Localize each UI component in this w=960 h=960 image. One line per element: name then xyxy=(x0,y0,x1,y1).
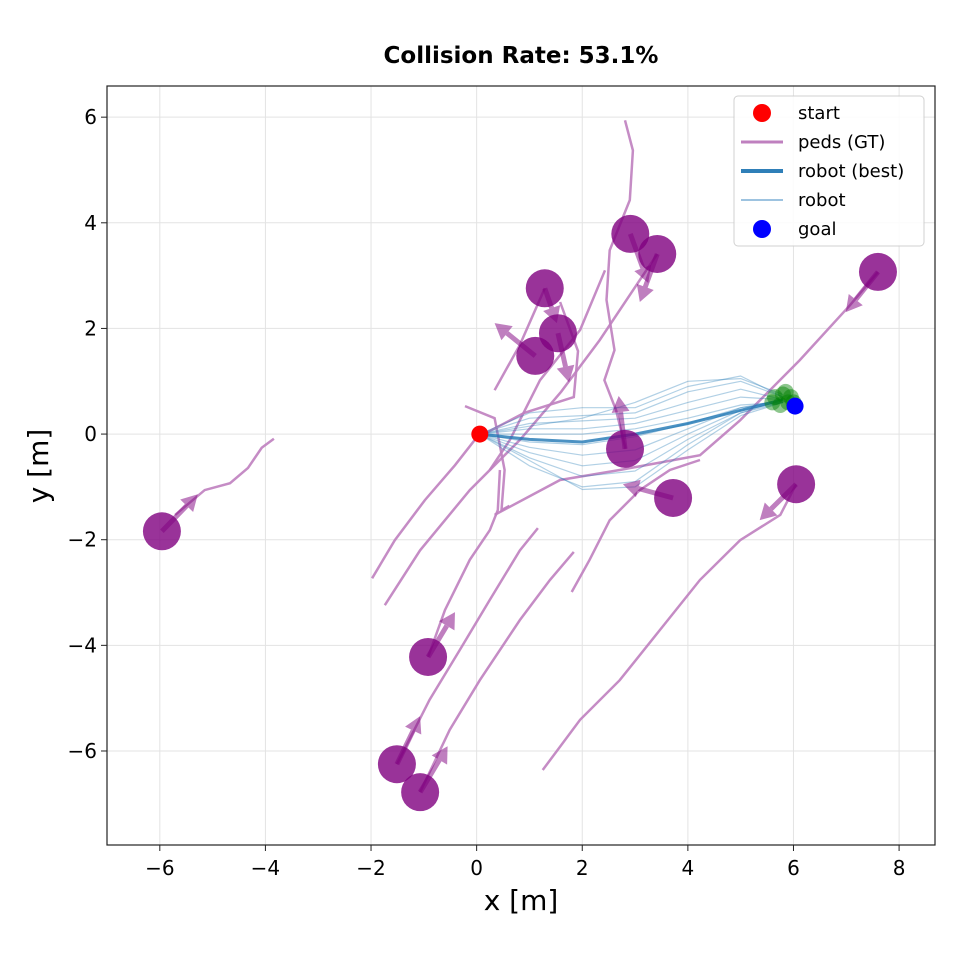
x-tick-label: −2 xyxy=(356,856,385,880)
y-tick-label: −4 xyxy=(68,633,97,657)
chart-title: Collision Rate: 53.1% xyxy=(384,43,659,69)
y-tick-label: 2 xyxy=(84,316,97,340)
ped-trajectory xyxy=(371,435,479,579)
robot-endpoint xyxy=(777,383,794,400)
y-tick-label: −2 xyxy=(68,528,97,552)
ped-heading-arrow xyxy=(637,486,674,501)
start-marker xyxy=(471,425,489,443)
y-tick-label: 4 xyxy=(84,211,97,235)
ped-heading-arrowhead xyxy=(405,716,422,735)
legend-label: start xyxy=(798,103,840,124)
legend-box xyxy=(733,95,925,247)
ped-heading-arrowhead xyxy=(622,479,641,498)
x-tick-label: 2 xyxy=(576,856,589,880)
legend-marker xyxy=(753,104,771,122)
ped-heading-arrowhead xyxy=(636,283,654,303)
ped-heading-arrowhead xyxy=(431,746,448,765)
legend-label: peds (GT) xyxy=(798,132,885,153)
x-tick-label: 8 xyxy=(893,856,906,880)
ped-heading-arrow xyxy=(542,287,555,309)
ped-heading-arrowhead xyxy=(845,293,863,313)
legend: start peds (GT) robot (best) robot goal xyxy=(733,95,925,247)
ped-heading-arrowhead xyxy=(759,502,778,521)
ped-trajectory xyxy=(494,271,879,517)
ped-heading-arrow xyxy=(394,729,416,766)
ped-trajectory xyxy=(383,253,659,606)
ped-heading-arrow xyxy=(160,504,189,534)
robot-trajectory xyxy=(479,388,784,435)
y-tick-label: 0 xyxy=(84,422,97,446)
ped-heading-arrow xyxy=(555,332,568,368)
x-tick-label: −4 xyxy=(251,856,280,880)
ped-heading-arrowhead xyxy=(180,494,198,513)
ped-trajectory xyxy=(488,269,607,471)
plot-area xyxy=(142,119,897,812)
pedestrian xyxy=(638,234,677,273)
x-axis-label: x [m] xyxy=(484,884,559,917)
robot-endpoint xyxy=(772,397,789,414)
ped-heading-arrow xyxy=(417,758,442,794)
ped-heading-arrowhead xyxy=(439,612,455,631)
robot-endpoint xyxy=(764,394,781,411)
robot-trajectory xyxy=(479,399,784,477)
robot-trajectory xyxy=(479,396,783,435)
ped-heading-arrow xyxy=(769,482,798,511)
y-tick-label: 6 xyxy=(84,105,97,129)
ped-trajectory xyxy=(418,551,575,793)
x-tick-label: −6 xyxy=(145,856,174,880)
ped-heading-arrow xyxy=(853,270,880,302)
ped-trajectory xyxy=(174,437,275,516)
legend-label: robot xyxy=(798,190,846,211)
ped-trajectory xyxy=(395,527,539,765)
robot-endpoint xyxy=(766,389,783,406)
ped-trajectory xyxy=(570,458,701,593)
robot-trajectory xyxy=(479,401,783,435)
robot-endpoint xyxy=(774,386,791,403)
ped-heading-arrowhead xyxy=(611,396,630,414)
ped-trajectory xyxy=(603,119,635,450)
ped-heading-arrowhead xyxy=(556,364,575,383)
ped-trajectory xyxy=(426,469,502,658)
ped-heading-arrow xyxy=(618,411,628,450)
legend-marker xyxy=(753,220,771,238)
ped-trajectory xyxy=(541,483,798,771)
x-tick-label: 0 xyxy=(470,856,483,880)
ticks: −6 −4 −2 0 2 4 6 8 −6 −4 −2 0 2 4 6 xyxy=(68,105,906,880)
goal-marker xyxy=(786,397,804,415)
robot-trajectory xyxy=(479,378,784,435)
robot-trajectory xyxy=(479,380,784,435)
y-tick-label: −6 xyxy=(68,739,97,763)
ped-heading-arrow xyxy=(505,331,537,358)
ped-heading-arrow xyxy=(425,624,449,659)
ped-heading-arrow xyxy=(642,253,660,288)
ped-trajectory xyxy=(464,404,510,513)
x-tick-label: 6 xyxy=(787,856,800,880)
legend-label: goal xyxy=(798,219,836,240)
x-tick-label: 4 xyxy=(682,856,695,880)
robot-trajectory xyxy=(479,375,784,435)
legend-label: robot (best) xyxy=(798,161,904,182)
axes-frame xyxy=(106,85,936,846)
ped-heading-arrowhead xyxy=(494,323,513,341)
y-axis-label: y [m] xyxy=(22,429,55,504)
